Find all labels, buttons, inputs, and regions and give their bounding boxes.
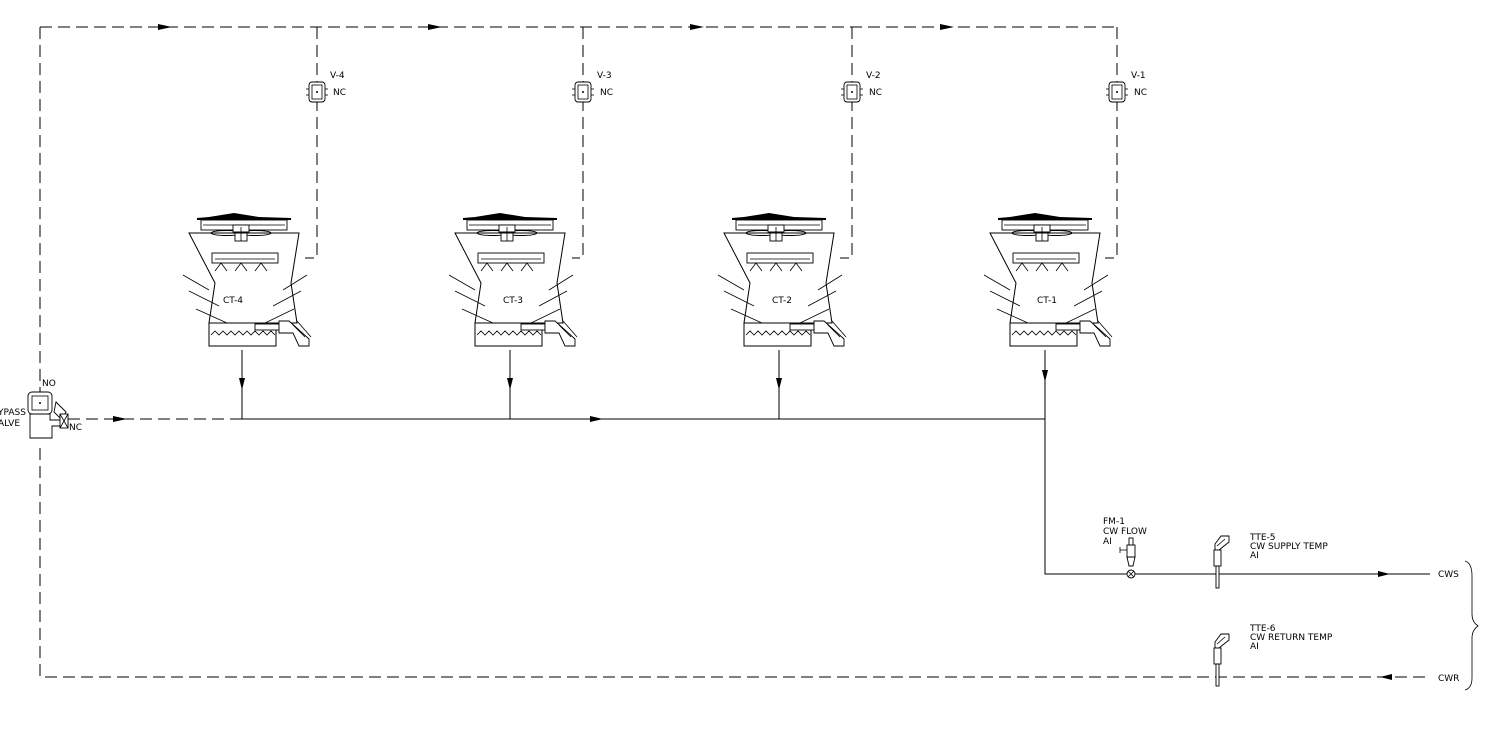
cooling-tower-ct4[interactable]: CT-4 xyxy=(182,212,312,347)
supply-temp-tag: TTE-5 xyxy=(1249,533,1276,543)
flow-arrows-top xyxy=(158,24,954,30)
valve-v1-label: V-1 xyxy=(1131,71,1146,81)
valve-v1[interactable]: V-1 NC xyxy=(1105,71,1147,103)
valve-v2-label: V-2 xyxy=(866,71,881,81)
flow-meter-desc: CW FLOW xyxy=(1103,527,1147,537)
return-temp-desc: CW RETURN TEMP xyxy=(1250,633,1333,643)
flow-meter-tag: FM-1 xyxy=(1103,517,1125,527)
bypass-state-top: NO xyxy=(42,379,56,389)
valve-v2-state: NC xyxy=(869,88,882,98)
bypass-label-line1: YPASS xyxy=(0,408,26,418)
supply-temp-signal: AI xyxy=(1250,551,1259,561)
return-line xyxy=(39,27,1430,678)
bypass-arrow xyxy=(113,416,127,422)
bypass-valve[interactable]: NO NC YPASS ALVE xyxy=(0,379,82,439)
tower-ct1-label: CT-1 xyxy=(1037,296,1057,306)
supply-temp-desc: CW SUPPLY TEMP xyxy=(1250,542,1328,552)
valve-v4-state: NC xyxy=(333,88,346,98)
cooling-tower-ct3[interactable]: CT-3 xyxy=(448,212,578,347)
valve-v4[interactable]: V-4 NC xyxy=(305,71,346,103)
cooling-tower-ct2[interactable]: CT-2 xyxy=(717,212,847,347)
valve-v3-state: NC xyxy=(600,88,613,98)
tower-ct2-label: CT-2 xyxy=(772,296,792,306)
tower-ct3-label: CT-3 xyxy=(503,296,523,306)
valve-v3-label: V-3 xyxy=(597,71,612,81)
valve-v3[interactable]: V-3 NC xyxy=(571,71,613,103)
return-temp-tag: TTE-6 xyxy=(1249,624,1276,634)
bypass-label-line2: ALVE xyxy=(0,419,20,429)
return-temp-signal: AI xyxy=(1250,642,1259,652)
supply-line-label: CWS xyxy=(1438,570,1459,580)
line-brace xyxy=(1464,560,1479,691)
flow-meter-signal: AI xyxy=(1103,537,1112,547)
bypass-state-side: NC xyxy=(69,423,82,433)
tower-ct4-label: CT-4 xyxy=(223,296,243,306)
cooling-tower-ct1[interactable]: CT-1 xyxy=(983,212,1113,347)
valve-v4-label: V-4 xyxy=(330,71,345,81)
flow-arrows-header xyxy=(239,370,1390,577)
temp-sensor-tte6[interactable]: TTE-6 CW RETURN TEMP AI xyxy=(1213,624,1333,687)
temp-sensor-tte5[interactable]: TTE-5 CW SUPPLY TEMP AI xyxy=(1213,533,1328,589)
valve-v2[interactable]: V-2 NC xyxy=(840,71,882,103)
flow-meter-fm1[interactable]: FM-1 CW FLOW AI xyxy=(1103,517,1147,579)
return-arrow xyxy=(1380,674,1392,680)
valve-v1-state: NC xyxy=(1134,88,1147,98)
return-line-label: CWR xyxy=(1438,674,1459,684)
